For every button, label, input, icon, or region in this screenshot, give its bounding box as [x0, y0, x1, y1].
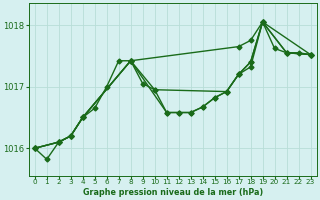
X-axis label: Graphe pression niveau de la mer (hPa): Graphe pression niveau de la mer (hPa) — [83, 188, 263, 197]
